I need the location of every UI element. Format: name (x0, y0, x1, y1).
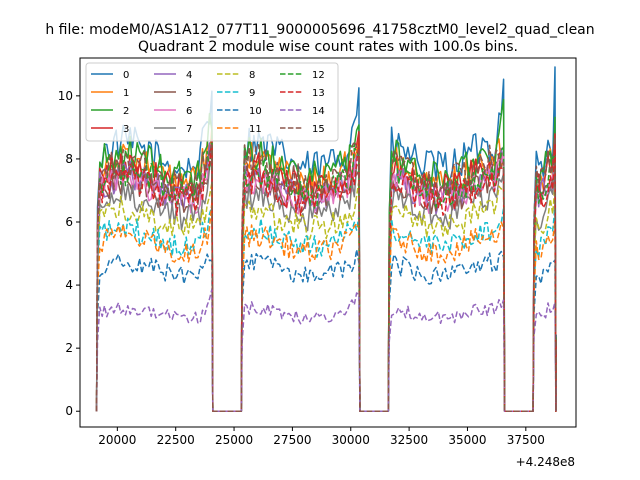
legend-label: 4 (186, 70, 192, 81)
x-tick-label: 37500 (507, 433, 545, 447)
series-line-2 (95, 98, 557, 412)
plot-frame (79, 57, 577, 428)
x-offset-label: +4.248e8 (516, 455, 575, 469)
legend-label: 14 (312, 106, 325, 117)
y-tick-label: 10 (58, 89, 73, 103)
y-tick-label: 8 (65, 152, 73, 166)
y-axis-ticks: 0 2 4 6 8 10 (58, 89, 80, 418)
series-line-14 (95, 288, 557, 412)
y-tick-label: 2 (65, 341, 73, 355)
legend-label: 7 (186, 124, 192, 135)
series-line-9 (95, 204, 557, 412)
legend-label: 6 (186, 106, 192, 117)
legend-label: 13 (312, 88, 325, 99)
figure-suptitle: h file: modeM0/AS1A12_077T11_9000005696_… (45, 22, 594, 38)
y-tick-label: 4 (65, 278, 73, 292)
y-tick-label: 6 (65, 215, 73, 229)
x-tick-label: 32500 (390, 433, 428, 447)
x-tick-label: 35000 (448, 433, 486, 447)
legend-label: 2 (123, 106, 129, 117)
y-tick-label: 0 (65, 404, 73, 418)
series-line-10 (95, 248, 557, 412)
plot-lines (95, 66, 557, 412)
x-axis-ticks: 20000 22500 25000 27500 30000 32500 35000 37500 (98, 427, 545, 447)
legend-frame (85, 62, 339, 142)
legend-label: 0 (123, 70, 129, 81)
legend-label: 15 (312, 124, 325, 135)
legend-label: 5 (186, 88, 192, 99)
x-tick-label: 22500 (157, 433, 195, 447)
legend-label: 11 (249, 124, 262, 135)
series-line-15 (95, 140, 557, 412)
legend-label: 1 (123, 88, 129, 99)
legend-label: 12 (312, 70, 325, 81)
series-line-13 (95, 139, 557, 412)
legend-label: 9 (249, 88, 255, 99)
legend-label: 10 (249, 106, 262, 117)
chart-title: Quadrant 2 module wise count rates with … (138, 39, 518, 55)
x-tick-label: 27500 (273, 433, 311, 447)
x-tick-label: 25000 (215, 433, 253, 447)
x-tick-label: 20000 (98, 433, 136, 447)
series-line-11 (95, 201, 557, 412)
legend-label: 3 (123, 124, 129, 135)
legend-label: 8 (249, 70, 255, 81)
x-tick-label: 30000 (332, 433, 370, 447)
series-line-8 (95, 180, 557, 412)
